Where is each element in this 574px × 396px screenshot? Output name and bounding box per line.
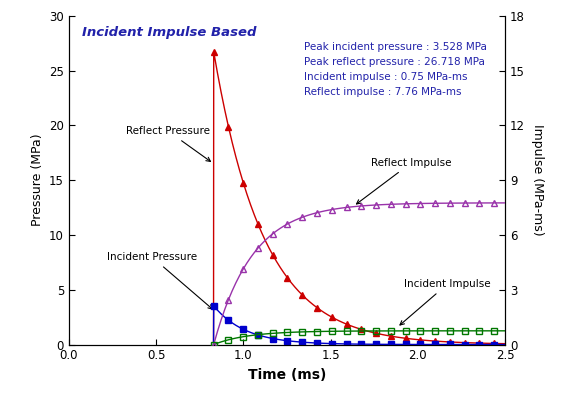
Text: Reflect Impulse: Reflect Impulse — [356, 158, 451, 204]
Text: Peak incident pressure : 3.528 MPa
Peak reflect pressure : 26.718 MPa
Incident i: Peak incident pressure : 3.528 MPa Peak … — [304, 42, 487, 97]
Y-axis label: Pressure (MPa): Pressure (MPa) — [30, 134, 44, 227]
Text: Incident Pressure: Incident Pressure — [107, 252, 212, 309]
Text: Incident Impulse: Incident Impulse — [400, 279, 491, 325]
Text: Reflect Pressure: Reflect Pressure — [126, 126, 211, 162]
Text: Incident Impulse Based: Incident Impulse Based — [82, 26, 257, 39]
Y-axis label: Impulse (MPa-ms): Impulse (MPa-ms) — [532, 124, 544, 236]
X-axis label: Time (ms): Time (ms) — [248, 368, 326, 382]
